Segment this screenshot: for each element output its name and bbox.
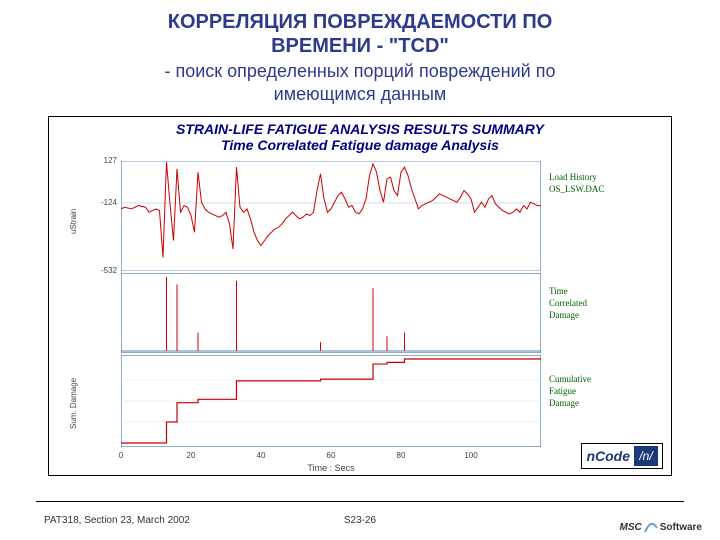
chart-title-line1: STRAIN-LIFE FATIGUE ANALYSIS RESULTS SUM… [176, 121, 544, 137]
xtick-label: 80 [397, 451, 406, 460]
panel3-legend: CumulativeFatigueDamage [549, 373, 591, 409]
chart-frame: STRAIN-LIFE FATIGUE ANALYSIS RESULTS SUM… [48, 116, 672, 476]
xtick-label: 100 [464, 451, 477, 460]
footer-divider [36, 501, 684, 502]
xtick-label: 20 [187, 451, 196, 460]
chart-title-line2: Time Correlated Fatigue damage Analysis [221, 137, 499, 153]
title-line2: ВРЕМЕНИ - "TCD" [271, 35, 449, 57]
plot-area: 127-124-532uStrainLoad HistoryOS_LSW.DAC… [121, 161, 541, 447]
panel3-ylabel: Sum. Damage [69, 378, 78, 429]
ncode-text: nCode [586, 448, 630, 464]
xtick-label: 40 [257, 451, 266, 460]
ncode-box-icon: /n/ [634, 446, 658, 466]
panel-load-history [121, 161, 541, 271]
footer-right: MSC Software [620, 520, 702, 534]
panel2-legend: TimeCorrelatedDamage [549, 285, 587, 321]
slide-subtitle: - поиск определенных порций повреждений … [0, 60, 720, 105]
ytick-label: -532 [77, 266, 117, 275]
xtick-label: 60 [327, 451, 336, 460]
x-axis-label: Time : Secs [121, 463, 541, 473]
title-line1: КОРРЕЛЯЦИЯ ПОВРЕЖДАЕМОСТИ ПО [168, 11, 553, 33]
subtitle-line1: - поиск определенных порций повреждений … [164, 61, 555, 81]
ytick-label: -124 [77, 198, 117, 207]
subtitle-line2: имеющимся данным [274, 84, 447, 104]
chart-title: STRAIN-LIFE FATIGUE ANALYSIS RESULTS SUM… [49, 117, 671, 153]
footer-center: S23-26 [0, 515, 720, 526]
xtick-label: 0 [119, 451, 123, 460]
ncode-badge: nCode /n/ [581, 443, 663, 469]
ytick-label: 127 [77, 156, 117, 165]
panel1-legend: Load HistoryOS_LSW.DAC [549, 171, 604, 195]
msc-swoosh-icon [644, 520, 658, 534]
panel-time-correlated-damage [121, 273, 541, 353]
panel1-ylabel: uStrain [69, 209, 78, 234]
slide-title: КОРРЕЛЯЦИЯ ПОВРЕЖДАЕМОСТИ ПО ВРЕМЕНИ - "… [0, 0, 720, 58]
panel-cumulative-damage [121, 355, 541, 447]
